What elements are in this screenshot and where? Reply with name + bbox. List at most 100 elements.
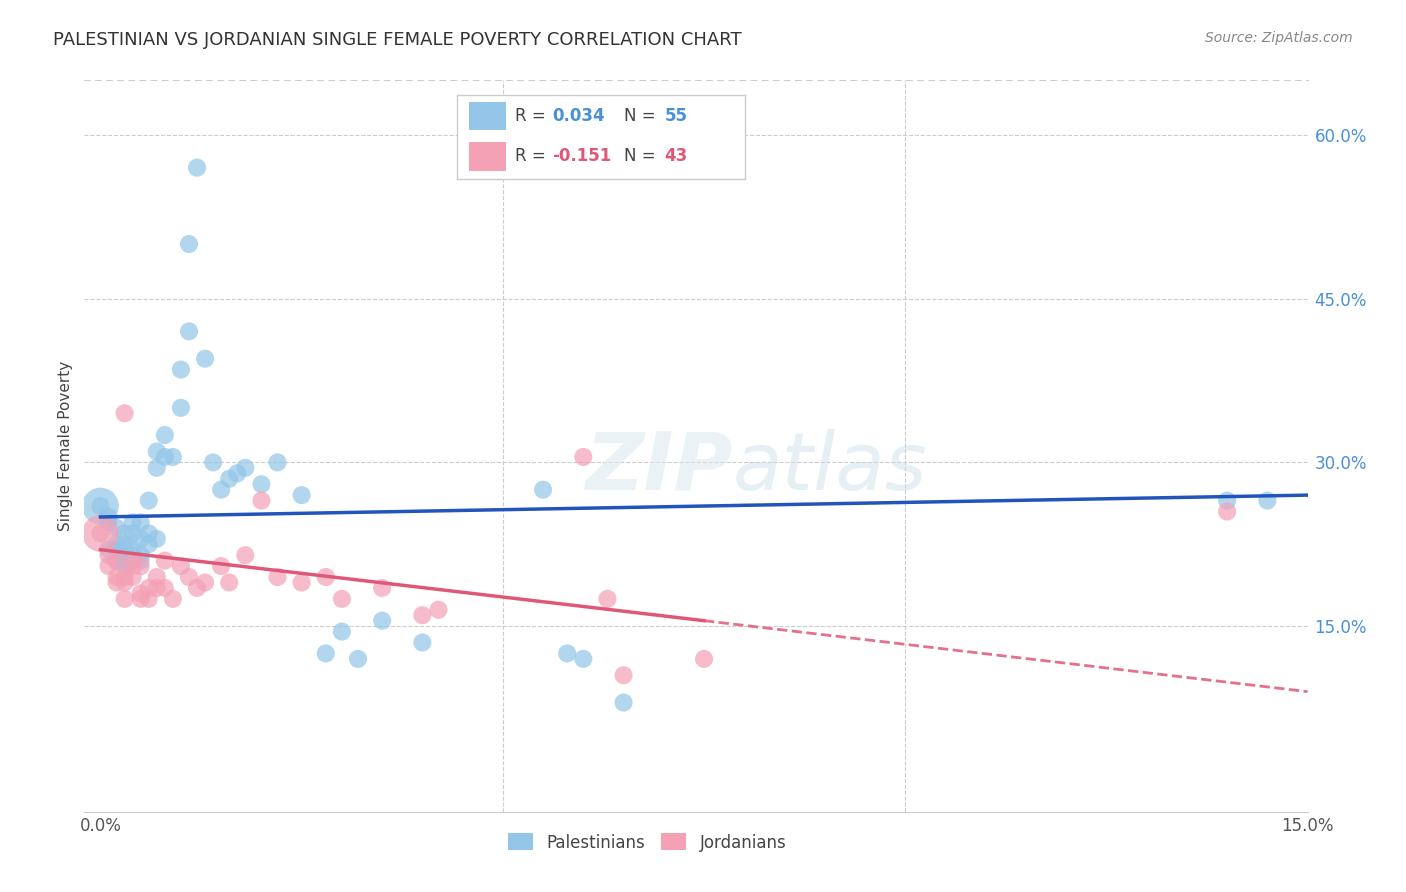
Point	[315, 570, 337, 584]
Point	[121, 554, 143, 568]
Point	[572, 652, 595, 666]
Point	[121, 570, 143, 584]
Point	[170, 401, 193, 415]
Point	[531, 483, 554, 497]
Point	[146, 532, 169, 546]
Point	[129, 532, 152, 546]
Point	[114, 526, 136, 541]
Point	[121, 548, 143, 562]
Point	[170, 559, 193, 574]
Point	[371, 614, 394, 628]
Point	[177, 237, 200, 252]
Point	[177, 570, 200, 584]
Point	[129, 559, 152, 574]
Text: Source: ZipAtlas.com: Source: ZipAtlas.com	[1205, 31, 1353, 45]
Point	[105, 554, 128, 568]
Point	[291, 575, 314, 590]
Point	[105, 521, 128, 535]
Point	[153, 554, 176, 568]
Point	[129, 516, 152, 530]
Point	[105, 554, 128, 568]
Point	[233, 548, 256, 562]
Point	[1216, 493, 1239, 508]
Point	[97, 559, 120, 574]
Point	[233, 460, 256, 475]
Point	[146, 460, 169, 475]
Legend: Palestinians, Jordanians: Palestinians, Jordanians	[501, 827, 793, 858]
Point	[114, 559, 136, 574]
Point	[194, 575, 217, 590]
Point	[202, 455, 225, 469]
Point	[129, 554, 152, 568]
Point	[114, 542, 136, 557]
Point	[146, 570, 169, 584]
Point	[153, 450, 176, 464]
Point	[250, 493, 273, 508]
Point	[97, 516, 120, 530]
Point	[170, 362, 193, 376]
Point	[114, 591, 136, 606]
Point	[114, 554, 136, 568]
Point	[226, 467, 249, 481]
Point	[555, 647, 578, 661]
Point	[121, 559, 143, 574]
Point	[250, 477, 273, 491]
Text: PALESTINIAN VS JORDANIAN SINGLE FEMALE POVERTY CORRELATION CHART: PALESTINIAN VS JORDANIAN SINGLE FEMALE P…	[53, 31, 742, 49]
Point	[146, 444, 169, 458]
Point	[105, 542, 128, 557]
Point	[186, 581, 208, 595]
Text: atlas: atlas	[733, 429, 928, 507]
Point	[138, 537, 160, 551]
Point	[371, 581, 394, 595]
Point	[105, 570, 128, 584]
Point	[1256, 493, 1278, 508]
Point	[209, 559, 232, 574]
Point	[105, 575, 128, 590]
Point	[186, 161, 208, 175]
Point	[266, 455, 288, 469]
Y-axis label: Single Female Poverty: Single Female Poverty	[58, 361, 73, 531]
Point	[138, 526, 160, 541]
Point	[330, 591, 353, 606]
Point	[89, 499, 111, 513]
Point	[612, 696, 634, 710]
Point	[218, 575, 240, 590]
Point	[194, 351, 217, 366]
Point	[121, 542, 143, 557]
Point	[1216, 504, 1239, 518]
Point	[153, 428, 176, 442]
Point	[693, 652, 716, 666]
Point	[89, 499, 111, 513]
Point	[347, 652, 370, 666]
Point	[105, 537, 128, 551]
Point	[138, 591, 160, 606]
Point	[89, 526, 111, 541]
Point	[129, 586, 152, 600]
Point	[97, 510, 120, 524]
Point	[596, 591, 619, 606]
Point	[266, 570, 288, 584]
Point	[146, 581, 169, 595]
Point	[162, 450, 184, 464]
Point	[114, 406, 136, 420]
Point	[114, 570, 136, 584]
Point	[427, 603, 450, 617]
Point	[129, 591, 152, 606]
Point	[330, 624, 353, 639]
Point	[138, 581, 160, 595]
Point	[138, 493, 160, 508]
Point	[121, 526, 143, 541]
Point	[411, 635, 433, 649]
Point	[114, 537, 136, 551]
Point	[177, 324, 200, 338]
Point	[291, 488, 314, 502]
Point	[572, 450, 595, 464]
Point	[315, 647, 337, 661]
Point	[129, 548, 152, 562]
Point	[97, 548, 120, 562]
Point	[411, 608, 433, 623]
Point	[209, 483, 232, 497]
Point	[218, 472, 240, 486]
Point	[97, 542, 120, 557]
Point	[114, 575, 136, 590]
